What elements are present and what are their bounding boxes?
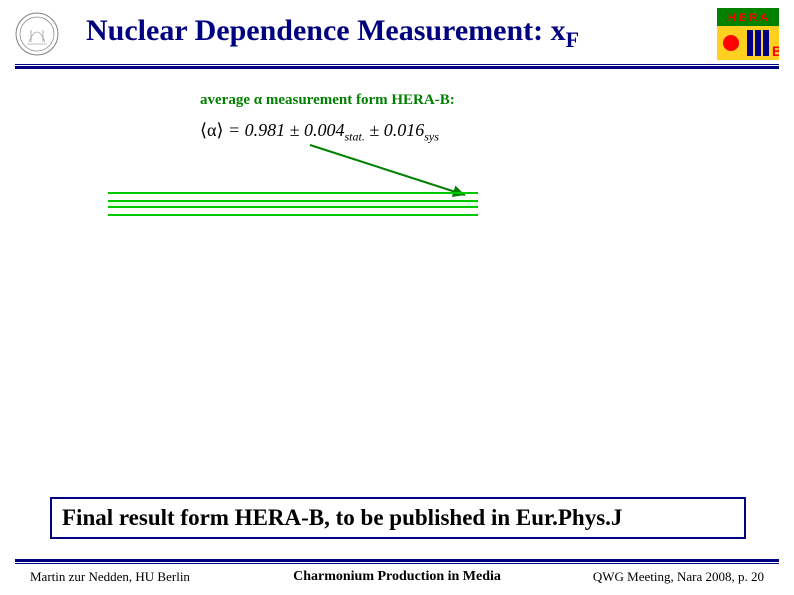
alpha-band <box>108 192 478 216</box>
formula-val-stat: = 0.981 ± 0.004 <box>223 120 344 140</box>
final-result-text: Final result form HERA-B, to be publishe… <box>62 505 622 530</box>
formula-lhs: ⟨α⟩ <box>200 120 223 140</box>
hera-text: H E R A <box>728 12 768 24</box>
footer-meeting: QWG Meeting, Nara 2008, p. 20 <box>593 569 764 585</box>
average-alpha-label: average α measurement form HERA-B: <box>200 92 455 109</box>
university-seal-logo <box>15 12 59 56</box>
header-rule <box>15 64 779 69</box>
hera-b-text: B <box>772 43 779 59</box>
title-subscript: F <box>566 27 579 52</box>
slide-title: Nuclear Dependence Measurement: xF <box>86 14 676 53</box>
title-main-text: Nuclear Dependence Measurement: x <box>86 14 566 47</box>
final-result-box: Final result form HERA-B, to be publishe… <box>50 497 746 539</box>
footer: Martin zur Nedden, HU Berlin Charmonium … <box>0 559 794 595</box>
header: Nuclear Dependence Measurement: xF H E R… <box>0 0 794 68</box>
hera-b-logo: H E R A B <box>717 8 779 60</box>
formula-val-sys: ± 0.016 <box>365 120 424 140</box>
